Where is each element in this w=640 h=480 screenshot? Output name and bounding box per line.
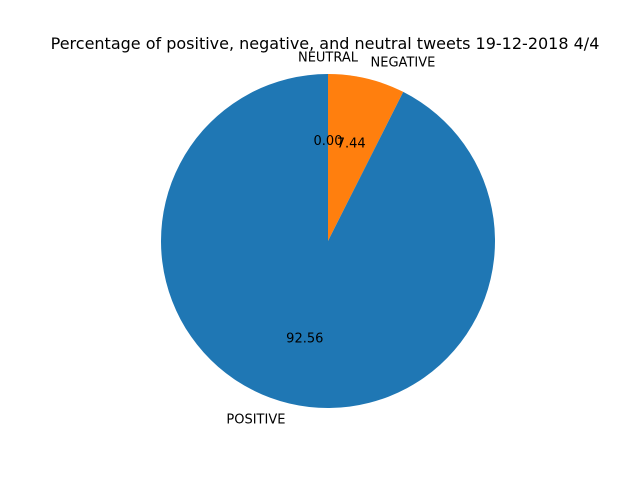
slice-pct-negative: 7.44	[337, 137, 366, 152]
pie-labels: NEUTRAL 0.00 NEGATIVE 7.44 POSITIVE 92.56	[226, 50, 435, 427]
slice-pct-neutral: 0.00	[314, 134, 343, 149]
chart-title: Percentage of positive, negative, and ne…	[51, 34, 600, 53]
pie-slices	[161, 74, 495, 408]
slice-label-negative: NEGATIVE	[371, 55, 436, 70]
pie-slice-positive	[161, 74, 495, 408]
slice-pct-positive: 92.56	[286, 331, 323, 346]
slice-label-positive: POSITIVE	[226, 413, 285, 428]
pie-slice-negative	[328, 74, 404, 241]
slice-label-neutral: NEUTRAL	[298, 50, 359, 65]
